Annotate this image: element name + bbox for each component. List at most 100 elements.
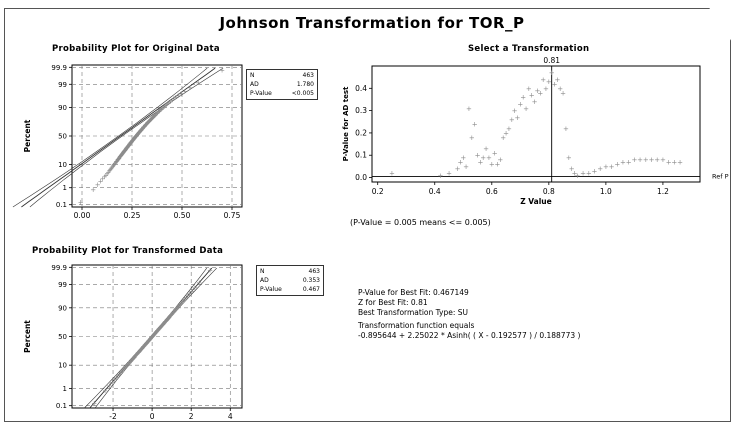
transformed-x-tick-label: 2 [189,412,194,421]
transformed-confidence-band [94,267,218,409]
transformed-data-point: + [183,294,189,302]
transformed-data-point: + [140,344,146,352]
transformed-data-point: + [139,345,145,353]
transformed-data-point: + [164,316,170,324]
transform-x-tick-label: 0.6 [486,187,498,196]
original-data-point: + [123,145,129,153]
transform-data-point: + [438,172,444,180]
transform-data-point: + [572,170,578,178]
stat-label: N [260,268,265,275]
original-data-point: + [112,160,118,168]
transformed-data-point: + [157,324,163,332]
transformed-data-point: + [134,351,140,359]
transformed-data-point: + [145,338,151,346]
original-data-point: + [131,135,137,143]
transformed-data-point: + [138,346,144,354]
original-data-point: + [165,100,171,108]
transformed-y-tick-label: 0.1 [56,402,67,410]
transformed-data-point: + [135,349,141,357]
transformed-data-point: + [159,322,165,330]
original-data-point: + [110,162,116,170]
transformed-data-point: + [167,313,173,321]
original-data-point: + [130,136,136,144]
transform-data-point: + [566,154,572,162]
transformed-data-point: + [174,305,180,313]
original-data-point: + [118,152,124,160]
transform-x-axis-label: Z Value [520,197,552,206]
graph-title: Johnson Transformation for TOR_P [219,14,525,32]
original-data-point: + [182,87,188,95]
transformed-data-point: + [172,307,178,315]
transformed-data-point: + [196,279,202,287]
transformed-data-point: + [134,350,140,358]
original-data-point: + [117,154,123,162]
transform-data-point: + [597,165,603,173]
transformed-data-point: + [135,350,141,358]
original-data-point: + [103,171,109,179]
original-data-point: + [145,119,151,127]
original-data-point: + [173,94,179,102]
original-data-point: + [126,141,132,149]
original-data-point: + [121,148,127,156]
transformed-x-tick-label: 4 [228,412,233,421]
transformed-data-point: + [144,339,150,347]
transformed-data-point: + [189,287,195,295]
transform-data-point: + [509,116,515,124]
transformed-data-point: + [158,323,164,331]
transformed-data-point: + [137,347,143,355]
original-data-point: + [123,146,129,154]
transformed-data-point: + [133,352,139,360]
transformed-data-point: + [151,331,157,339]
transformed-data-point: + [122,364,128,372]
transformed-data-point: + [163,317,169,325]
original-data-point: + [167,98,173,106]
transformed-data-point: + [102,387,108,395]
original-data-point: + [129,138,135,146]
transform-data-point: + [671,158,677,166]
transformed-data-point: + [162,318,168,326]
original-data-point: + [124,143,130,151]
transform-data-point: + [554,76,560,84]
transformed-data-point: + [185,292,191,300]
original-data-point: + [146,117,152,125]
transformed-data-point: + [135,349,141,357]
transform-data-point: + [543,85,549,93]
transformed-data-point: + [143,340,149,348]
transformed-data-point: + [167,312,173,320]
transformed-data-point: + [160,321,166,329]
transform-data-point: + [523,105,529,113]
transformed-data-point: + [171,309,177,317]
transform-data-point: + [552,80,558,88]
original-data-point: + [105,168,111,176]
original-data-point: + [113,159,119,167]
original-data-point: + [135,130,141,138]
transform-y-tick-label: 0.0 [355,173,367,182]
best-fit-pvalue: P-Value for Best Fit: 0.467149 [358,288,469,297]
original-data-point: + [135,130,141,138]
transformed-data-point: + [141,343,147,351]
transformed-data-point: + [133,351,139,359]
transform-data-point: + [537,89,543,97]
original-data-point: + [109,164,115,172]
original-data-point: + [104,170,110,178]
transformed-data-point: + [153,328,159,336]
original-data-point: + [107,166,113,174]
transform-data-point: + [480,154,486,162]
transformed-data-point: + [146,336,152,344]
original-data-point: + [140,124,146,132]
transform-data-point: + [497,156,503,164]
transformed-data-point: + [172,306,178,314]
transformed-x-tick-label: -2 [109,412,117,421]
original-data-point: + [116,154,122,162]
original-data-point: + [142,122,148,130]
stat-value: <0.005 [291,90,314,97]
stat-label: P-Value [250,90,272,97]
transformed-data-point: + [149,334,155,342]
original-data-point: + [122,147,128,155]
best-transformation-type: Best Transformation Type: SU [358,308,469,317]
transform-x-tick-label: 0.4 [429,187,441,196]
original-data-point: + [130,136,136,144]
transformed-data-point: + [180,298,186,306]
corner-wedge [704,0,744,60]
